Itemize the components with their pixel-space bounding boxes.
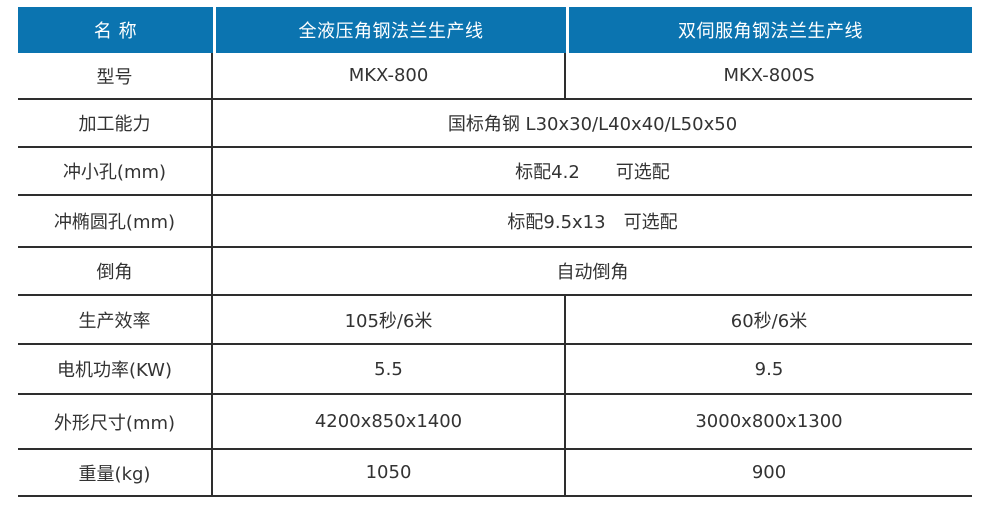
header-cell-product-2: 双伺服角钢法兰生产线 bbox=[566, 7, 972, 53]
value-cell: MKX-800 bbox=[213, 53, 566, 100]
header-cell-name: 名 称 bbox=[18, 7, 213, 53]
row-label: 加工能力 bbox=[18, 100, 213, 148]
value-cell: 5.5 bbox=[213, 345, 566, 395]
value-cell: 900 bbox=[566, 450, 972, 497]
value-cell: 105秒/6米 bbox=[213, 296, 566, 345]
table-row-chamfer: 倒角 自动倒角 bbox=[18, 248, 972, 296]
value-cell: 3000x800x1300 bbox=[566, 395, 972, 450]
table-row-capacity: 加工能力 国标角钢 L30x30/L40x40/L50x50 bbox=[18, 100, 972, 148]
row-label: 外形尺寸(mm) bbox=[18, 395, 213, 450]
table-row-small-hole: 冲小孔(mm) 标配4.2 可选配 bbox=[18, 148, 972, 196]
row-label: 型号 bbox=[18, 53, 213, 100]
value-cell: 9.5 bbox=[566, 345, 972, 395]
value-cell: 1050 bbox=[213, 450, 566, 497]
value-cell: 4200x850x1400 bbox=[213, 395, 566, 450]
header-cell-product-1: 全液压角钢法兰生产线 bbox=[213, 7, 566, 53]
row-label: 生产效率 bbox=[18, 296, 213, 345]
row-label: 重量(kg) bbox=[18, 450, 213, 497]
value-cell-merged: 标配4.2 可选配 bbox=[213, 148, 972, 196]
table-row-efficiency: 生产效率 105秒/6米 60秒/6米 bbox=[18, 296, 972, 345]
table-row-oval-hole: 冲椭圆孔(mm) 标配9.5x13 可选配 bbox=[18, 196, 972, 248]
value-cell-merged: 国标角钢 L30x30/L40x40/L50x50 bbox=[213, 100, 972, 148]
table-row-model: 型号 MKX-800 MKX-800S bbox=[18, 53, 972, 100]
value-cell-merged: 标配9.5x13 可选配 bbox=[213, 196, 972, 248]
table-row-dimensions: 外形尺寸(mm) 4200x850x1400 3000x800x1300 bbox=[18, 395, 972, 450]
table-header-row: 名 称 全液压角钢法兰生产线 双伺服角钢法兰生产线 bbox=[18, 7, 972, 53]
table-row-motor-power: 电机功率(KW) 5.5 9.5 bbox=[18, 345, 972, 395]
value-cell: MKX-800S bbox=[566, 53, 972, 100]
table-row-weight: 重量(kg) 1050 900 bbox=[18, 450, 972, 497]
row-label: 倒角 bbox=[18, 248, 213, 296]
spec-table: 名 称 全液压角钢法兰生产线 双伺服角钢法兰生产线 型号 MKX-800 MKX… bbox=[18, 7, 972, 497]
value-cell-merged: 自动倒角 bbox=[213, 248, 972, 296]
row-label: 电机功率(KW) bbox=[18, 345, 213, 395]
row-label: 冲小孔(mm) bbox=[18, 148, 213, 196]
row-label: 冲椭圆孔(mm) bbox=[18, 196, 213, 248]
value-cell: 60秒/6米 bbox=[566, 296, 972, 345]
